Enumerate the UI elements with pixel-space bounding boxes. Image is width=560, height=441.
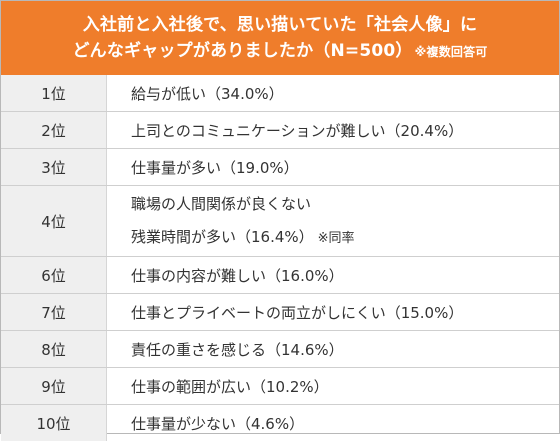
rank-cell: 6位 — [1, 257, 107, 293]
answer-text: 仕事の内容が難しい（16.0%） — [131, 266, 344, 285]
rank-cell: 2位 — [1, 112, 107, 148]
table-row: 1位 給与が低い（34.0%） — [1, 75, 559, 111]
rank-cell: 9位 — [1, 368, 107, 404]
table-row: 2位 上司とのコミュニケーションが難しい（20.4%） — [1, 111, 559, 148]
table-body: 1位 給与が低い（34.0%） 2位 上司とのコミュニケーションが難しい（20.… — [1, 75, 559, 441]
answer-text: 仕事とプライベートの両立がしにくい（15.0%） — [131, 303, 464, 322]
answer-text: 残業時間が多い（16.4%） — [131, 227, 314, 246]
answer-cell: 仕事量が多い（19.0%） — [107, 149, 559, 185]
table-row: 4位 職場の人間関係が良くない 残業時間が多い（16.4%） ※同率 — [1, 185, 559, 256]
rank-cell: 1位 — [1, 75, 107, 111]
header-note: ※複数回答可 — [414, 44, 488, 59]
table-row: 8位 責任の重さを感じる（14.6%） — [1, 330, 559, 367]
rank-cell: 8位 — [1, 331, 107, 367]
table-row: 7位 仕事とプライベートの両立がしにくい（15.0%） — [1, 293, 559, 330]
table-header: 入社前と入社後で、思い描いていた「社会人像」に どんなギャップがありましたか（N… — [1, 1, 559, 75]
rank-cell: 10位 — [1, 405, 107, 441]
answer-cell: 上司とのコミュニケーションが難しい（20.4%） — [107, 112, 559, 148]
answer-text: 仕事量が多い（19.0%） — [131, 158, 299, 177]
table-row: 10位 仕事量が少ない（4.6%） — [1, 404, 559, 441]
answer-cell: 給与が低い（34.0%） — [107, 75, 559, 111]
answer-text: 仕事の範囲が広い（10.2%） — [131, 377, 329, 396]
tie-note: ※同率 — [317, 230, 355, 246]
rank-cell: 7位 — [1, 294, 107, 330]
answer-text: 給与が低い（34.0%） — [131, 84, 284, 103]
table-row: 9位 仕事の範囲が広い（10.2%） — [1, 367, 559, 404]
answer-cell: 責任の重さを感じる（14.6%） — [107, 331, 559, 367]
answer-text: 仕事量が少ない（4.6%） — [131, 414, 305, 433]
table-row: 6位 仕事の内容が難しい（16.0%） — [1, 256, 559, 293]
answer-cell: 仕事とプライベートの両立がしにくい（15.0%） — [107, 294, 559, 330]
header-line-2: どんなギャップがありましたか（N=500） ※複数回答可 — [72, 38, 487, 65]
answer-text: 職場の人間関係が良くない — [131, 194, 312, 213]
rank-cell: 3位 — [1, 149, 107, 185]
header-question: どんなギャップがありましたか（N=500） — [72, 40, 413, 61]
answer-text: 上司とのコミュニケーションが難しい（20.4%） — [131, 121, 464, 140]
answer-cell: 仕事の範囲が広い（10.2%） — [107, 368, 559, 404]
answer-cell: 仕事量が少ない（4.6%） — [107, 405, 559, 441]
header-line-1: 入社前と入社後で、思い描いていた「社会人像」に — [82, 14, 478, 35]
answer-cell: 仕事の内容が難しい（16.0%） — [107, 257, 559, 293]
table-row: 3位 仕事量が多い（19.0%） — [1, 148, 559, 185]
answer-cell: 職場の人間関係が良くない 残業時間が多い（16.4%） ※同率 — [107, 186, 559, 256]
answer-text-tie: 残業時間が多い（16.4%） ※同率 — [131, 221, 559, 255]
rank-cell: 4位 — [1, 186, 107, 256]
answer-text: 責任の重さを感じる（14.6%） — [131, 340, 344, 359]
